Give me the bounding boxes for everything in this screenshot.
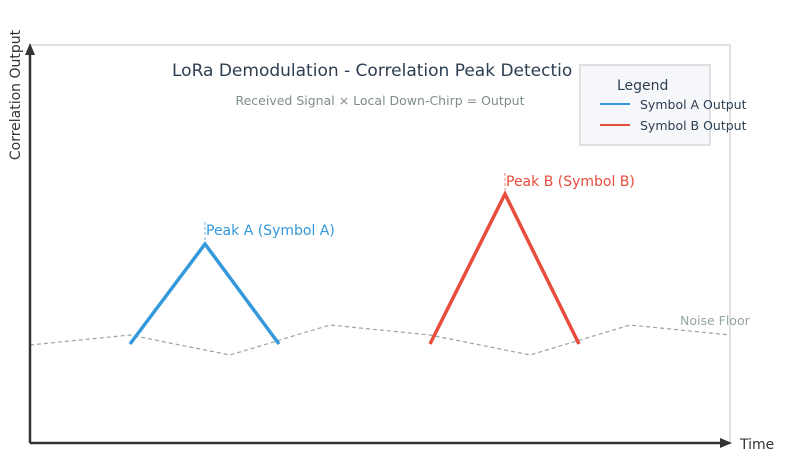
chart-subtitle: Received Signal × Local Down-Chirp = Out… (235, 93, 524, 108)
x-axis-label: Time (739, 437, 774, 453)
x-axis-arrow-icon (720, 438, 732, 448)
legend-title: Legend (617, 78, 668, 94)
legend-item-symbol-b: Symbol B Output (640, 118, 747, 133)
peak-b-label: Peak B (Symbol B) (506, 174, 635, 190)
y-axis-arrow-icon (25, 43, 35, 55)
legend-item-symbol-a: Symbol A Output (640, 97, 747, 112)
legend: Legend Symbol A Output Symbol B Output (579, 64, 747, 146)
symbol-b-output-line (428, 190, 581, 345)
noise-floor-label: Noise Floor (680, 313, 751, 328)
peak-a-label: Peak A (Symbol A) (206, 223, 335, 239)
noise-floor-line (29, 324, 731, 356)
symbol-a-output-line (128, 241, 281, 346)
y-axis-label: Correlation Output (8, 29, 24, 160)
chart-title: LoRa Demodulation - Correlation Peak Det… (172, 61, 572, 81)
